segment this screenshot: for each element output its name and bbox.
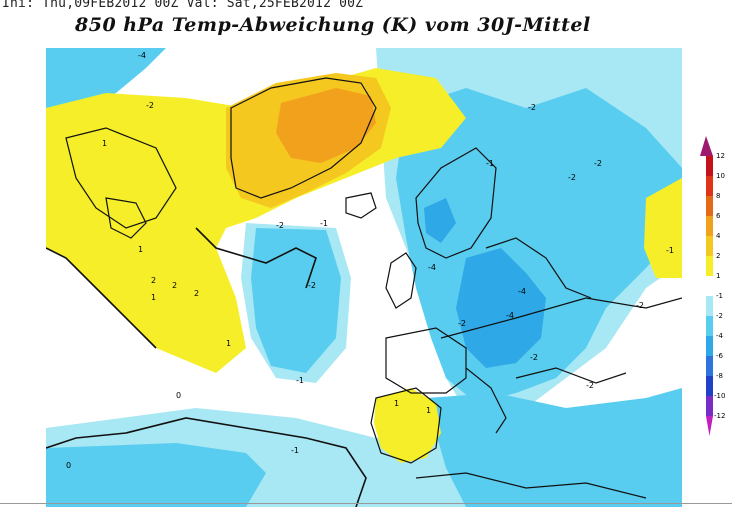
contour-label: 1 <box>226 339 231 348</box>
contour-label: -2 <box>636 301 644 310</box>
legend-label: -2 <box>716 312 723 320</box>
contour-label: -1 <box>666 246 674 255</box>
contour-label: 1 <box>151 293 156 302</box>
anomaly-region-plus1-east <box>644 178 682 278</box>
contour-label: -2 <box>568 173 576 182</box>
contour-label: 1 <box>102 139 107 148</box>
contour-label: 2 <box>172 281 177 290</box>
contour-label: 1 <box>426 406 431 415</box>
legend-label: 4 <box>716 232 721 240</box>
contour-label: -2 <box>146 101 154 110</box>
legend-swatches <box>700 136 713 436</box>
legend-label: -10 <box>714 392 725 400</box>
legend-label: -6 <box>716 352 724 360</box>
legend-label: -4 <box>716 332 724 340</box>
contour-label: -2 <box>528 103 536 112</box>
color-legend: 12 10 8 6 4 2 1 -1 -2 -4 -6 -8 -10 -12 <box>700 136 725 436</box>
legend-swatch <box>706 156 713 176</box>
legend-swatch <box>706 196 713 216</box>
legend-swatch <box>706 376 713 396</box>
contour-labels: -4 -2 1 2 2 1 2 1 1 -2 -2 -1 -4 -1 -4 -4… <box>66 51 674 470</box>
anomaly-region-plus4-greenland <box>276 88 376 163</box>
contour-label: -2 <box>458 319 466 328</box>
contour-label: -2 <box>594 159 602 168</box>
legend-label: 6 <box>716 212 721 220</box>
anomaly-region-minus2-southwest <box>46 443 266 507</box>
legend-swatch <box>706 316 713 336</box>
contour-label: -2 <box>276 221 284 230</box>
legend-label: 1 <box>716 272 720 280</box>
anomaly-region-minus2-southeast <box>426 388 682 507</box>
bottom-divider <box>0 503 732 504</box>
contour-label: -4 <box>518 287 526 296</box>
anomaly-region-minus2-atlantic <box>251 228 341 373</box>
anomaly-region-minus4-scandinavia <box>424 198 456 243</box>
legend-swatch-top <box>700 136 713 156</box>
contour-label: -2 <box>308 281 316 290</box>
contour-label: 1 <box>138 245 143 254</box>
legend-labels: 12 10 8 6 4 2 1 -1 -2 -4 -6 -8 -10 -12 <box>714 152 725 420</box>
legend-swatch <box>706 296 713 316</box>
legend-label: 10 <box>716 172 725 180</box>
contour-label: -2 <box>530 353 538 362</box>
legend-swatch <box>706 216 713 236</box>
legend-swatch <box>706 276 713 296</box>
legend-swatch <box>706 336 713 356</box>
contour-label: -4 <box>138 51 146 60</box>
temperature-anomaly-map: -4 -2 1 2 2 1 2 1 1 -2 -2 -1 -4 -1 -4 -4… <box>46 48 682 507</box>
contour-label: -4 <box>428 263 436 272</box>
contour-label: 0 <box>176 391 181 400</box>
map-title: 850 hPa Temp-Abweichung (K) vom 30J-Mitt… <box>75 14 591 36</box>
contour-label: -1 <box>296 376 304 385</box>
legend-label: 12 <box>716 152 725 160</box>
anomaly-region-minus4-central-europe <box>456 248 546 368</box>
legend-swatch <box>706 236 713 256</box>
legend-swatch <box>706 256 713 276</box>
contour-label: -4 <box>506 311 514 320</box>
coastlines <box>65 77 682 499</box>
contour-label: 1 <box>394 399 399 408</box>
anomaly-region-plus1-iberia <box>374 388 441 463</box>
legend-label: 2 <box>716 252 720 260</box>
run-info: Ini: Thu,09FEB2012 00Z Val: Sat,25FEB201… <box>2 0 364 11</box>
contour-label: 2 <box>151 276 156 285</box>
contour-label: -1 <box>320 219 328 228</box>
zero-contours <box>46 227 367 507</box>
legend-label: -12 <box>714 412 725 420</box>
contour-label: 2 <box>194 289 199 298</box>
legend-label: -8 <box>716 372 723 380</box>
legend-label: 8 <box>716 192 720 200</box>
contour-label: -2 <box>586 381 594 390</box>
contour-label: 0 <box>66 461 71 470</box>
contour-label: -1 <box>486 159 494 168</box>
legend-swatch <box>706 176 713 196</box>
legend-swatch <box>706 396 713 416</box>
legend-swatch-bottom <box>706 416 713 436</box>
legend-label: -1 <box>716 292 723 300</box>
legend-swatch <box>706 356 713 376</box>
contour-label: -1 <box>291 446 299 455</box>
